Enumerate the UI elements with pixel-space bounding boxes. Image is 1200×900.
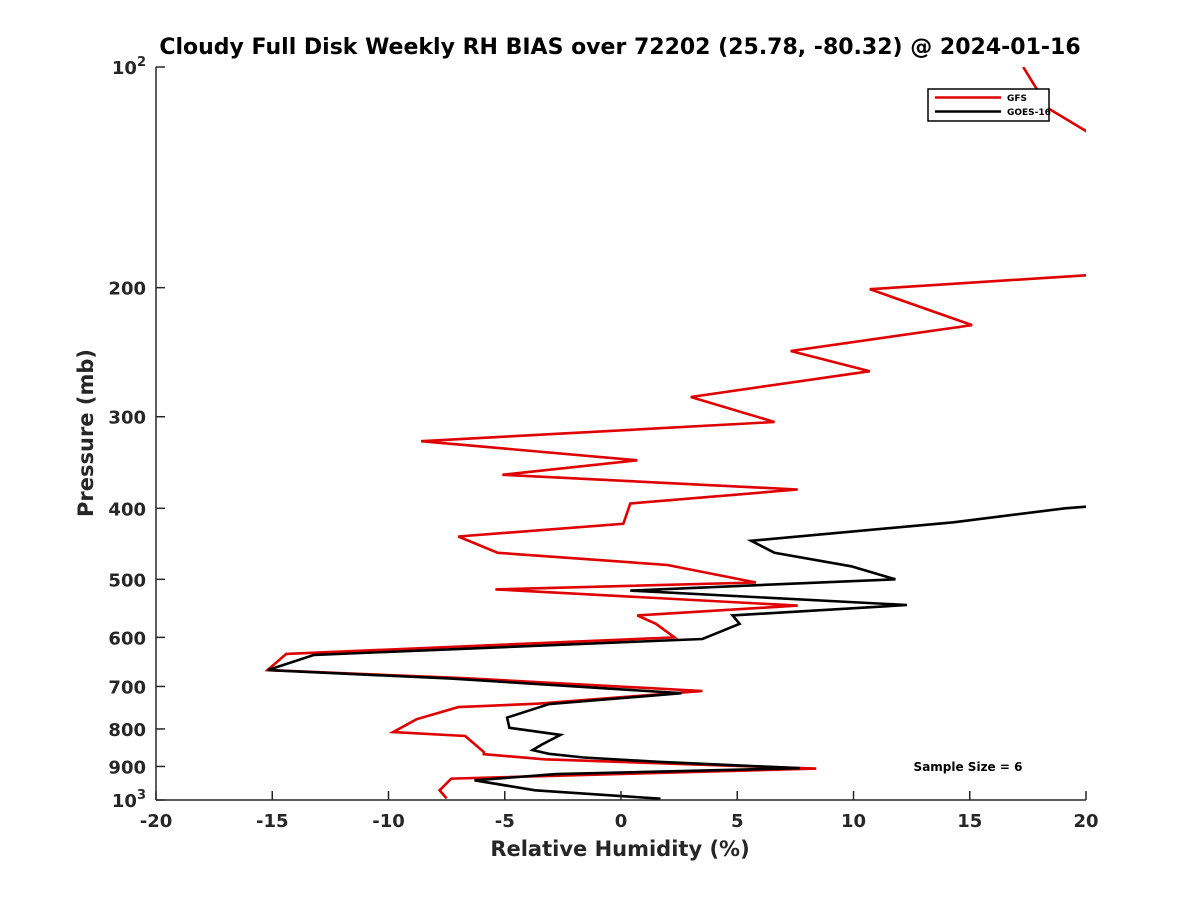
x-tick-label: -5 [495, 811, 515, 832]
legend-label-gfs: GFS [1007, 94, 1027, 104]
x-tick-label: 10 [841, 811, 866, 832]
series-line-gfs [264, 67, 1086, 800]
x-tick-label: 0 [615, 811, 628, 832]
y-tick-label: 200 [108, 279, 146, 300]
series-layer [264, 67, 1086, 800]
series-line-goes16 [267, 505, 1086, 800]
y-tick-label: 800 [108, 720, 146, 741]
axes-layer: -20 -15 -10 -5 0 5 10 15 20 102 200 300 400 500 600 700… [108, 55, 1098, 832]
x-axis-label: Relative Humidity (%) [490, 837, 749, 861]
legend-box [927, 88, 1050, 122]
sample-size-annotation: Sample Size = 6 [914, 760, 1023, 774]
y-tick-label: 300 [108, 408, 146, 429]
y-tick-label: 500 [108, 570, 146, 591]
y-tick-label: 102 [112, 55, 146, 79]
y-axis-label: Pressure (mb) [74, 349, 98, 517]
y-tick-label: 600 [108, 628, 146, 649]
legend-label-goes16: GOES-16 [1007, 108, 1051, 118]
x-tick-label: 5 [731, 811, 744, 832]
x-tick-label: 20 [1073, 811, 1098, 832]
y-tick-label: 700 [108, 677, 146, 698]
y-tick-label: 103 [112, 788, 146, 812]
y-tick-label: 900 [108, 757, 146, 778]
x-tick-label: -15 [256, 811, 289, 832]
x-tick-label: 15 [957, 811, 982, 832]
y-tick-label: 400 [108, 499, 146, 520]
x-tick-label: -10 [372, 811, 405, 832]
legend: GFS GOES-16 [927, 88, 1051, 122]
x-tick-label: -20 [140, 811, 173, 832]
chart-title: Cloudy Full Disk Weekly RH BIAS over 722… [159, 35, 1080, 60]
